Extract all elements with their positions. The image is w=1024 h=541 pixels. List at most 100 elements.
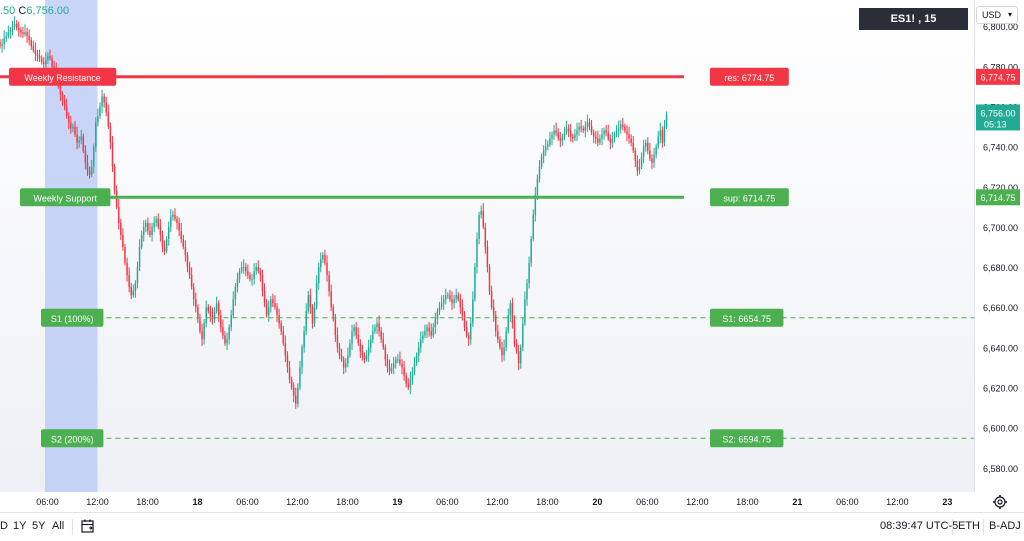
candle [507,315,509,332]
candle [463,315,466,328]
calendar-icon[interactable] [80,518,96,534]
candle [574,134,576,139]
candle [84,150,87,163]
session-toggle[interactable]: ETH [958,520,980,532]
candle [317,267,320,284]
candle [547,144,549,147]
candle [413,363,416,372]
candle [594,136,597,139]
price-scale-marker-label: 6,714.75 [980,193,1015,203]
candle [190,275,193,288]
symbol-interval-label: ES1! , 15 [890,13,937,25]
candle [203,323,205,340]
candle [619,124,622,129]
clock-time[interactable]: 08:39:47 UTC-5 [880,520,959,532]
candle [551,134,553,139]
candle [503,347,505,356]
candle [61,94,64,101]
candle [599,138,601,143]
candle [67,116,70,123]
candle [601,134,603,139]
currency-selector[interactable]: USD ▾ [976,6,1018,24]
candle [72,126,74,129]
candle [584,126,587,131]
close-value: 6,756.00 [26,5,70,17]
candle [17,28,20,31]
candle [397,359,399,361]
candle [40,58,43,63]
candle [36,54,39,57]
candle [195,299,197,308]
y-tick-label: 6,620.00 [983,384,1018,394]
candle [20,30,22,33]
x-tick-label: 06:00 [636,497,659,507]
level-tag-bg [710,67,789,86]
range-button-5y[interactable]: 5Y [32,520,46,532]
candle [603,130,605,135]
candle [336,335,339,348]
x-tick-label: 06:00 [436,497,459,507]
y-tick-label: 6,600.00 [983,424,1018,434]
candle [170,216,172,227]
y-tick-label: 6,640.00 [983,343,1018,353]
range-button-cut[interactable]: D [0,520,8,532]
candle [501,347,503,356]
x-tick-label: 06:00 [36,497,59,507]
candle [563,132,566,137]
symbol-interval-badge[interactable]: ES1! , 15 [859,8,968,30]
candle [528,263,530,284]
candle [540,156,543,167]
candle [251,279,253,281]
level-label-bg [9,67,117,86]
candle [653,154,655,163]
candle [295,395,297,404]
candle [494,315,497,332]
candle [509,303,512,316]
candle [7,32,10,37]
candle [199,319,201,332]
candle [613,134,616,139]
candle [363,355,366,360]
candle [334,319,337,336]
candle [353,327,355,332]
candle [242,267,245,269]
candle [122,234,124,248]
candle [324,255,326,264]
gear-icon[interactable] [992,494,1008,510]
candle [249,275,251,280]
candle [180,230,182,239]
candle [65,106,68,117]
candle [236,279,239,288]
bottom-toolbar: D 1Y 5Y All 08:39:47 UTC-5 ETH B-ADJ [0,512,1024,541]
x-tick-label: 12:00 [286,497,309,507]
candle [138,247,141,268]
candle [415,355,418,364]
candle [149,230,151,235]
candle [201,331,203,340]
candle [232,299,235,316]
candle [292,387,295,396]
candle [549,138,551,145]
adjustment-toggle[interactable]: B-ADJ [989,520,1021,532]
range-button-1y[interactable]: 1Y [13,520,27,532]
candle [253,271,255,280]
candle [519,347,522,364]
candle [95,122,97,147]
candle [63,100,66,107]
candle [45,60,47,65]
candle [663,126,666,143]
candle [213,311,216,320]
candle [174,214,176,219]
candle [357,335,360,344]
candle [482,210,485,227]
candle [88,170,91,175]
level-label: S2 (200%) [51,434,94,444]
price-chart[interactable]: 6,800.006,780.006,760.006,740.006,720.00… [0,0,1024,512]
candle [453,299,455,304]
candle [224,335,226,344]
candle [230,315,232,328]
range-button-all[interactable]: All [52,520,65,532]
candle [255,267,257,272]
candle [665,114,668,127]
candle [265,303,268,316]
